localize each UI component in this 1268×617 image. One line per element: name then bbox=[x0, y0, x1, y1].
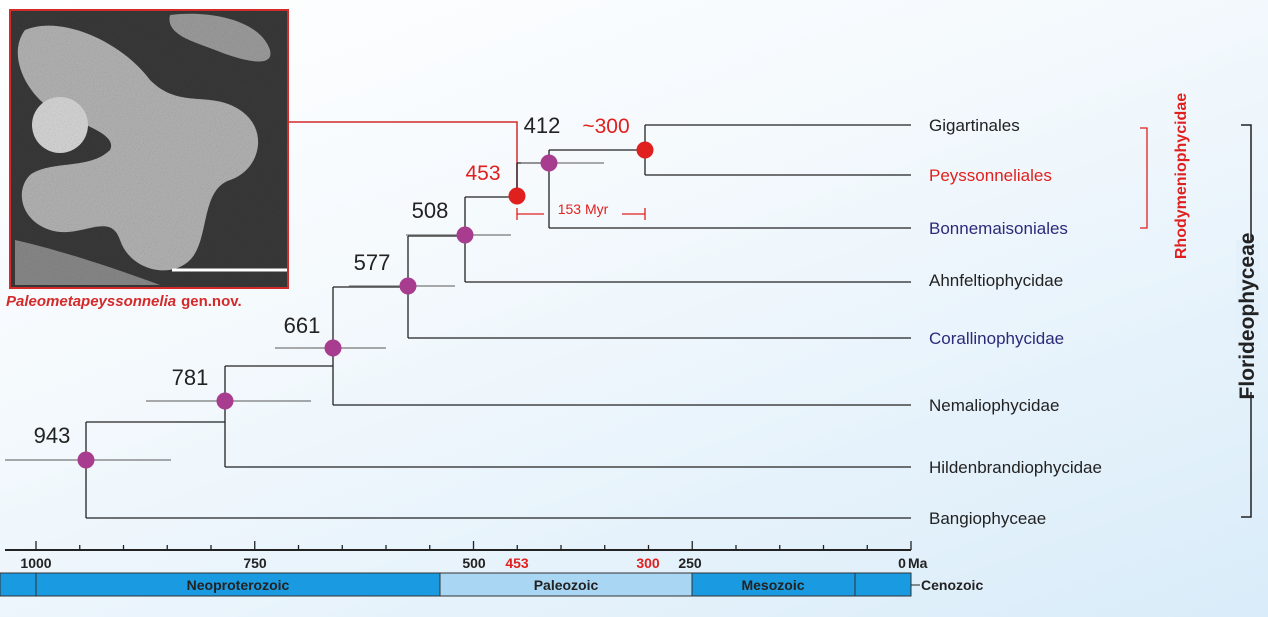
axis-tick-label: 453 bbox=[505, 555, 529, 571]
photo-caption: Paleometapeyssonnelia gen.nov. bbox=[6, 293, 242, 310]
axis-tick-label: 500 bbox=[462, 555, 486, 571]
node bbox=[540, 154, 558, 172]
clade-label: Florideophyceae bbox=[1236, 233, 1259, 400]
axis-tick-label: 0 bbox=[898, 555, 906, 571]
caption-suffix: gen.nov. bbox=[181, 293, 242, 310]
node-age: 412 bbox=[524, 113, 561, 138]
node bbox=[216, 392, 234, 410]
axis-tick-label: 1000 bbox=[20, 555, 51, 571]
axis-tick-label: 250 bbox=[678, 555, 702, 571]
node-age: 943 bbox=[34, 423, 71, 448]
leaf-label: Nemaliophycidae bbox=[929, 396, 1059, 415]
leaf-label: Gigartinales bbox=[929, 116, 1020, 135]
node-age: ~300 bbox=[582, 115, 629, 138]
leaf-label: Bonnemaisoniales bbox=[929, 219, 1068, 238]
leaf-label: Bangiophyceae bbox=[929, 509, 1046, 528]
fossil-photo bbox=[9, 9, 289, 289]
axis-tick-label: 750 bbox=[243, 555, 267, 571]
era-label: Mesozoic bbox=[741, 577, 804, 593]
node-age: 508 bbox=[412, 198, 449, 223]
node bbox=[77, 451, 95, 469]
node bbox=[508, 187, 526, 205]
era-band bbox=[0, 572, 37, 597]
node bbox=[456, 226, 474, 244]
leaf-label: Hildenbrandiophycidae bbox=[929, 458, 1102, 477]
node bbox=[636, 141, 654, 159]
node-age: 781 bbox=[172, 365, 209, 390]
era-label: Neoproterozoic bbox=[187, 577, 290, 593]
era-label: Paleozoic bbox=[534, 577, 599, 593]
axis-unit: Ma bbox=[908, 555, 928, 571]
node-age: 577 bbox=[354, 250, 391, 275]
interval-label: 153 Myr bbox=[558, 201, 609, 217]
label-backdrop bbox=[1236, 240, 1260, 392]
genus: Paleometapeyssonnelia bbox=[6, 293, 176, 310]
era-band bbox=[854, 572, 912, 597]
leaf-label: Corallinophycidae bbox=[929, 329, 1064, 348]
node bbox=[399, 277, 417, 295]
era-label: Cenozoic bbox=[921, 577, 983, 593]
interval-bracket bbox=[516, 208, 646, 220]
node bbox=[324, 339, 342, 357]
clade-label: Rhodymeniophycidae bbox=[1173, 93, 1190, 259]
axis-tick-label: 300 bbox=[636, 555, 660, 571]
leaf-label: Ahnfeltiophycidae bbox=[929, 271, 1063, 290]
leaf-label: Peyssonneliales bbox=[929, 166, 1052, 185]
node-age: 661 bbox=[284, 313, 321, 338]
clade-bracket bbox=[1140, 127, 1148, 229]
node-age: 453 bbox=[465, 162, 500, 185]
